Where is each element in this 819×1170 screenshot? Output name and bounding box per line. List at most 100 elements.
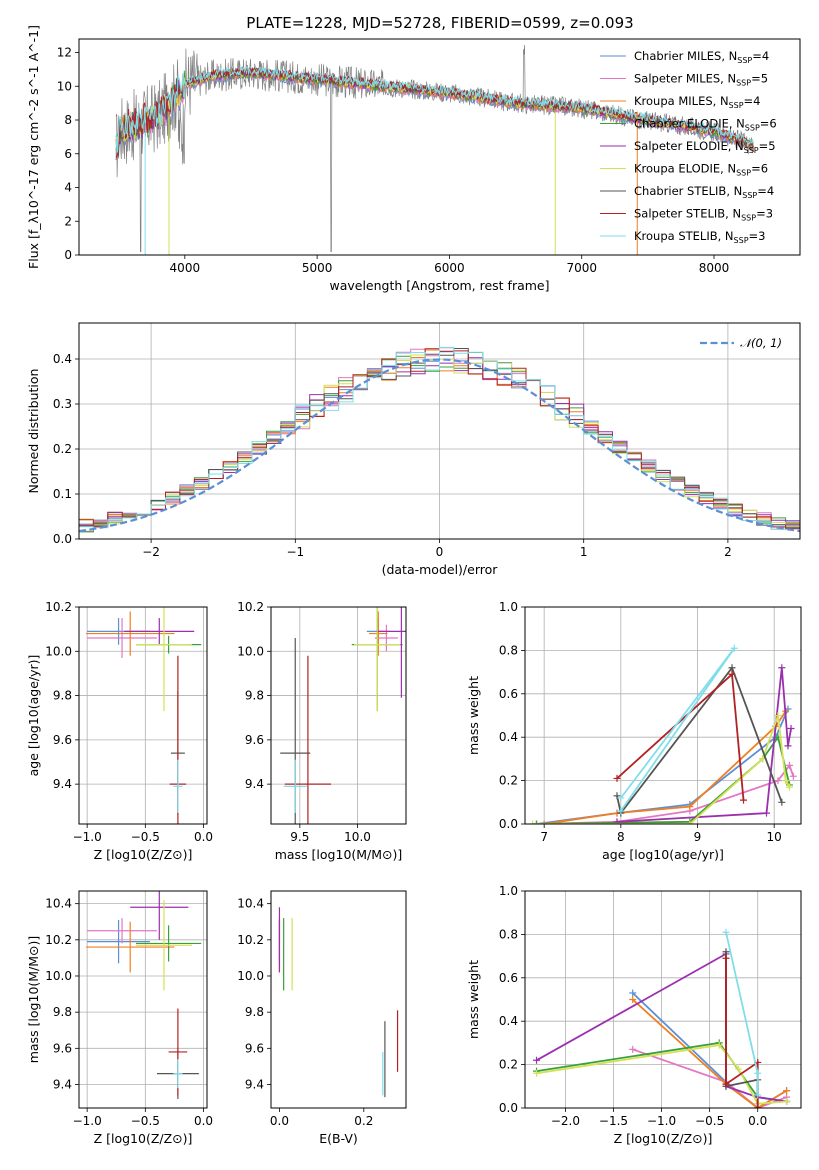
x-tick-label: 1: [580, 545, 588, 559]
model-spectrum-kroupa_stelib: [115, 65, 754, 156]
weight-marker: [783, 1097, 791, 1105]
x-tick-label: 5000: [302, 261, 333, 275]
errorbar-kroupa_elodie: [136, 900, 192, 991]
x-tick-label: 0.0: [194, 830, 213, 844]
x-tick-label: 0: [436, 545, 444, 559]
x-axis-label: wavelength [Angstrom, rest frame]: [329, 278, 549, 293]
plot-area: [79, 346, 800, 533]
y-tick-label: 8: [64, 113, 72, 127]
x-tick-label: −1.0: [73, 830, 102, 844]
weight-line-kroupa_stelib: [620, 647, 736, 812]
y-tick-label: 0.3: [53, 397, 72, 411]
y-tick-label: 10.0: [237, 969, 264, 983]
weight-marker: [734, 1065, 742, 1073]
plot-area: [533, 928, 791, 1108]
x-tick-label: 10.0: [344, 830, 371, 844]
mass_vs_ebv-chart: 0.0 0.2 9.4 9.6 9.8 10.0 10.2 10.4 E(B-V): [237, 890, 407, 1146]
y-tick-label: 4: [64, 181, 72, 195]
x-tick-label: −0.5: [695, 1114, 724, 1128]
x-tick-label: 9.5: [290, 830, 309, 844]
weight-line-salpeter_miles: [536, 763, 795, 824]
y-tick-label: 9.8: [53, 689, 72, 703]
y-tick-label: 6: [64, 147, 72, 161]
legend-entry: 𝒩(0, 1): [740, 336, 782, 350]
x-tick-label: 7000: [566, 261, 597, 275]
y-tick-label: 10.2: [237, 600, 264, 614]
y-tick-label: 0.8: [499, 927, 518, 941]
weight-marker: [728, 670, 736, 678]
x-tick-label: −2: [142, 545, 160, 559]
y-tick-label: 0: [64, 248, 72, 262]
weight-marker: [789, 772, 797, 780]
y-tick-label: 9.4: [53, 777, 72, 791]
y-tick-label: 2: [64, 214, 72, 228]
y-tick-label: 10.0: [45, 969, 72, 983]
weight-marker: [778, 664, 786, 672]
y-tick-label: 10.4: [237, 897, 264, 911]
y-tick-label: 0.8: [499, 643, 518, 657]
errorbar-salpeter_stelib: [284, 655, 331, 824]
x-tick-label: −2.0: [551, 1114, 580, 1128]
weight-marker: [686, 820, 694, 824]
errorbar-chabrier_elodie: [136, 925, 202, 962]
x-axis-label: Z [log10(Z/Z⊙)]: [614, 1131, 713, 1146]
y-tick-label: 9.6: [53, 1041, 72, 1055]
errorbar-salpeter_elodie: [376, 607, 406, 698]
weight-marker: [540, 820, 548, 824]
x-tick-label: 2: [724, 545, 732, 559]
weight-marker: [613, 792, 621, 800]
legend-entry: Kroupa ELODIE, NSSP=6: [634, 162, 768, 178]
weight-marker: [774, 712, 782, 719]
y-tick-label: 0.0: [53, 532, 72, 546]
x-tick-label: −1: [286, 545, 304, 559]
axes-frame: [270, 606, 407, 825]
x-axis-label: mass [log10(M/M⊙)]: [275, 847, 403, 862]
y-tick-label: 9.6: [245, 733, 264, 747]
weight-marker: [722, 954, 730, 962]
errorbar-salpeter_elodie: [124, 618, 195, 645]
weight-marker: [778, 798, 786, 806]
legend-entry: Chabrier ELODIE, NSSP=6: [634, 117, 777, 133]
y-tick-label: 10.4: [45, 897, 72, 911]
errorbar-salpeter_miles: [87, 618, 157, 658]
spectrum-chart: Chabrier MILES, NSSP=4 Salpeter MILES, NS…: [26, 25, 801, 293]
age_vs_mass-chart: 9.5 10.0 9.4 9.6 9.8 10.0 10.2 mass [log10(M/M⊙…: [237, 600, 407, 862]
y-tick-label: 0.0: [499, 1101, 518, 1115]
axes-frame: [524, 606, 802, 825]
y-tick-label: 1.0: [499, 884, 518, 898]
y-axis-label: mass [log10(M/M⊙)]: [26, 936, 41, 1064]
y-tick-label: 0.6: [499, 971, 518, 985]
axes-frame: [78, 38, 801, 256]
weight-marker: [722, 1080, 730, 1088]
errorbar-kroupa_miles: [369, 611, 388, 656]
y-tick-label: 0.2: [499, 774, 518, 788]
y-tick-label: 10.2: [237, 933, 264, 947]
plot-area: [85, 891, 202, 1099]
x-tick-label: 7: [540, 830, 548, 844]
errorbar-chabrier_stelib: [280, 638, 311, 824]
errorbar-kroupa_elodie: [354, 607, 401, 712]
weight-marker: [763, 809, 770, 817]
weight-marker: [782, 777, 790, 785]
weight-marker: [784, 742, 792, 750]
y-tick-label: 9.4: [53, 1077, 72, 1091]
weight-marker: [715, 1041, 723, 1049]
weight-marker: [629, 989, 637, 997]
y-tick-label: 0.4: [499, 1014, 518, 1028]
y-tick-label: 9.8: [53, 1005, 72, 1019]
weight-marker: [728, 664, 736, 672]
y-tick-label: 10.2: [45, 600, 72, 614]
errorbar-kroupa_miles: [85, 921, 175, 973]
y-axis-label: age [log10(age/yr)]: [26, 655, 41, 777]
weight-marker: [617, 807, 625, 815]
errorbar-chabrier_miles: [87, 919, 150, 964]
x-tick-label: 4000: [170, 261, 201, 275]
x-tick-label: 8: [617, 830, 625, 844]
legend-entry: Salpeter ELODIE, NSSP=5: [634, 139, 776, 155]
axes-frame: [270, 890, 407, 1109]
weight-marker: [754, 1104, 762, 1108]
y-tick-label: 9.6: [53, 733, 72, 747]
y-axis-label: mass weight: [466, 676, 481, 755]
x-axis-label: Z [log10(Z/Z⊙)]: [94, 1131, 193, 1146]
weight-marker: [686, 803, 694, 811]
